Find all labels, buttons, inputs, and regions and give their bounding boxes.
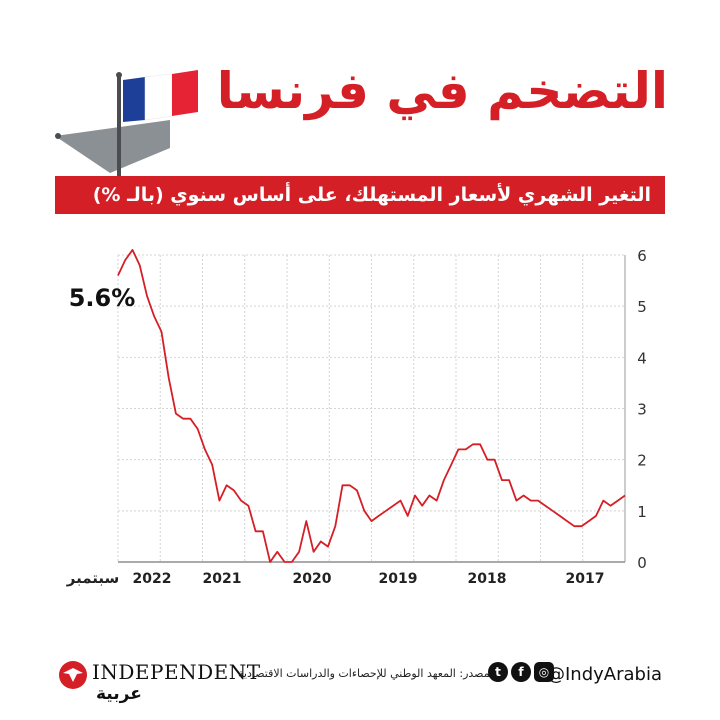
footer: INDEPENDENT عربية المصدر: المعهد الوطني … [0,648,720,720]
logo-text: INDEPENDENT [92,660,261,684]
source-text: المصدر: المعهد الوطني للإحصاءات والدراسا… [238,667,497,680]
x-tick-label: 2022 [133,571,172,587]
series-line-inflation [117,249,626,563]
logo-arabic: عربية [96,684,142,704]
social-handle[interactable]: @IndyArabia [547,664,662,685]
page-title: التضخم في فرنسا [216,62,668,120]
instagram-icon[interactable]: ◎ [534,662,554,682]
y-tick-label: 5 [637,298,647,316]
chart-subtitle: التغير الشهري لأسعار المستهلك، على أساس … [92,184,651,206]
france-flag-illustration [50,58,220,188]
y-tick-label: 3 [637,401,647,419]
facebook-icon[interactable]: f [511,662,531,682]
y-tick-label: 6 [637,247,647,265]
inflation-line-chart: 0 1 2 3 4 5 6 2017 2018 2019 2020 2021 2022 سبتمبر 5.6… [66,247,647,587]
x-tick-label: 2018 [468,571,507,587]
y-tick-label: 1 [637,503,647,521]
x-tick-label: 2020 [293,571,332,587]
y-tick-label: 2 [637,452,647,470]
latest-value-annotation: 5.6% [69,284,136,312]
subtitle-banner: التغير الشهري لأسعار المستهلك، على أساس … [55,176,665,214]
y-tick-label: 4 [637,349,647,367]
latest-month-label: سبتمبر [66,569,120,587]
x-tick-label: 2017 [566,571,605,587]
x-tick-label: 2019 [379,571,418,587]
y-tick-label: 0 [637,554,647,572]
social-icons: t f ◎ [488,662,554,682]
twitter-icon[interactable]: t [488,662,508,682]
independent-eagle-icon [58,660,88,690]
x-tick-label: 2021 [203,571,242,587]
